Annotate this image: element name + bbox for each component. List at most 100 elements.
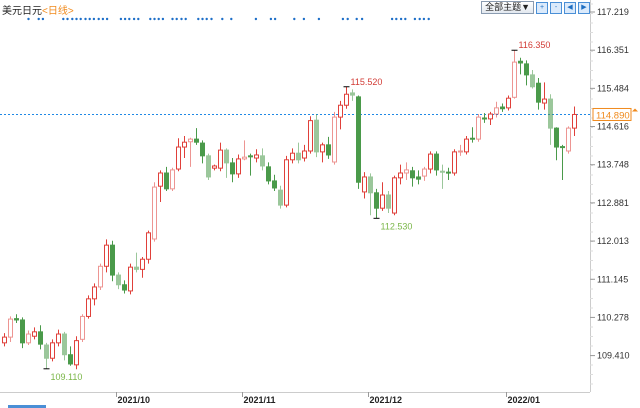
event-marker (205, 17, 208, 21)
candle (188, 137, 193, 167)
event-marker (97, 17, 100, 21)
candle (80, 314, 85, 342)
candle (386, 191, 391, 214)
candle (476, 114, 481, 142)
candle-body (50, 342, 55, 359)
candle (2, 333, 7, 347)
event-marker (418, 17, 421, 21)
candle-body (260, 155, 265, 167)
event-marker (161, 17, 165, 21)
candle (218, 142, 223, 172)
candle-body (470, 137, 475, 140)
candle (8, 316, 13, 342)
candle-body (416, 176, 421, 180)
candle (92, 283, 97, 306)
candle (344, 86, 349, 109)
candle-body (272, 180, 277, 189)
candle (362, 172, 367, 199)
event-marker (254, 17, 258, 21)
event-marker (84, 17, 87, 21)
candle (248, 153, 253, 176)
move-right-icon[interactable]: ▶ (578, 1, 590, 14)
last-price-tag (592, 107, 632, 121)
candle (482, 113, 487, 123)
candle-body (62, 333, 67, 356)
candle-body (350, 92, 355, 96)
candle-body (338, 104, 343, 118)
low-label: 109.110 (51, 372, 83, 382)
candle-body (392, 177, 397, 214)
candle (560, 144, 565, 181)
candle-body (452, 151, 457, 174)
event-marker (317, 17, 321, 21)
candle (110, 240, 115, 282)
event-marker (395, 17, 398, 21)
candle-body (32, 331, 37, 337)
candle-body (524, 63, 529, 76)
event-marker (346, 17, 349, 21)
candle-body (8, 318, 13, 338)
candle (260, 148, 265, 171)
candle (224, 148, 229, 178)
candle-body (506, 97, 511, 109)
candle (320, 142, 325, 163)
candle-body (20, 319, 25, 344)
event-marker (230, 17, 233, 21)
zoom-in-icon[interactable]: + (536, 1, 548, 14)
candle-body (530, 74, 535, 88)
event-marker (422, 17, 426, 21)
candle-body (188, 138, 193, 143)
candle-body (170, 169, 175, 190)
event-marker (184, 17, 187, 21)
candle-body (398, 172, 403, 179)
candle (470, 127, 475, 143)
zoom-out-icon[interactable]: - (550, 1, 562, 14)
high-label: 115.520 (351, 77, 383, 87)
candle (350, 89, 355, 101)
candle (404, 162, 409, 181)
event-marker (119, 17, 123, 21)
event-marker (360, 17, 364, 21)
candle (266, 162, 271, 185)
candle-body (158, 172, 163, 187)
event-marker (41, 17, 45, 21)
low-label: 112.530 (381, 221, 413, 231)
candle-body (560, 146, 565, 149)
candle-body (68, 354, 73, 365)
candle (146, 230, 151, 264)
candle (290, 148, 295, 164)
event-marker (101, 17, 105, 21)
candle-body (86, 298, 91, 317)
y-tick-label: 112.013 (597, 236, 629, 246)
candle (452, 149, 457, 176)
candle (494, 101, 499, 118)
candle (446, 167, 451, 181)
chart-title: 美元日元<日线> (2, 2, 74, 17)
candle (302, 144, 307, 162)
event-marker (210, 17, 213, 21)
candle (26, 330, 31, 346)
candle-body (554, 127, 559, 148)
candle-body (290, 152, 295, 161)
candle (74, 336, 79, 370)
candle-body (122, 284, 127, 291)
candle (140, 257, 145, 278)
y-tick-label: 117.219 (597, 7, 629, 17)
candle (554, 127, 559, 161)
candle (524, 60, 529, 86)
candle (14, 314, 19, 324)
theme-dropdown-button[interactable]: 全部主题▼ (481, 1, 534, 14)
candle (434, 151, 439, 176)
candle (20, 317, 25, 349)
candle (440, 164, 445, 189)
candle-body (206, 155, 211, 178)
event-marker (427, 17, 430, 21)
candle-body (110, 244, 115, 276)
candle (170, 167, 175, 192)
move-left-icon[interactable]: ◀ (564, 1, 576, 14)
candle (98, 263, 103, 291)
candle-body (224, 149, 229, 164)
scrollbar-thumb[interactable] (8, 405, 46, 408)
period-selector[interactable]: <日线> (42, 6, 74, 17)
